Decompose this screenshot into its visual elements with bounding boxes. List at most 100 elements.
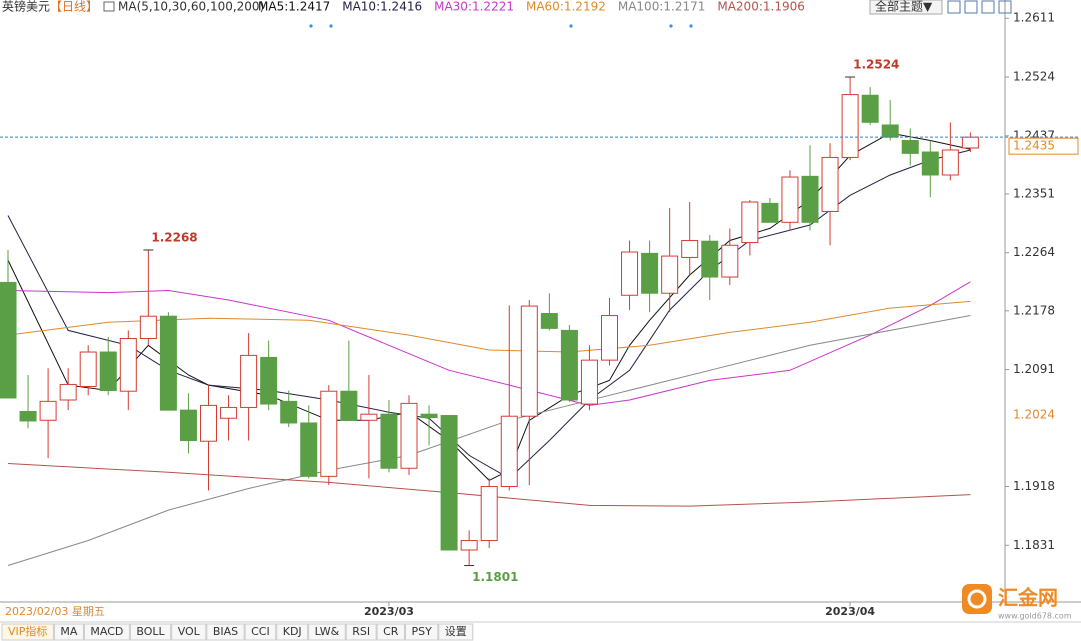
- candle-body: [460, 540, 478, 551]
- candle-body: [901, 140, 919, 154]
- tab-label[interactable]: BIAS: [213, 625, 238, 638]
- candle-body: [0, 281, 17, 399]
- candle-body: [139, 315, 157, 340]
- tab[interactable]: [376, 623, 405, 641]
- candle-body: [200, 404, 217, 442]
- tab[interactable]: [83, 623, 130, 641]
- tab[interactable]: [345, 623, 377, 641]
- tab-label[interactable]: BOLL: [136, 625, 165, 638]
- tab[interactable]: [129, 623, 172, 641]
- candle-body: [881, 124, 899, 138]
- candle-body: [159, 315, 177, 411]
- tab[interactable]: [53, 623, 84, 641]
- x-tick-label: 2023/03: [364, 605, 414, 618]
- theme-button-label[interactable]: 全部主题▼: [875, 0, 933, 14]
- candle-body: [801, 175, 819, 223]
- period: 【日线】: [50, 0, 98, 14]
- y-tick-label: 1.2611: [1013, 11, 1055, 25]
- tab-label[interactable]: CR: [383, 625, 399, 638]
- candle-body: [560, 329, 578, 401]
- y-tick-label: 1.2264: [1013, 245, 1055, 259]
- candle-body: [240, 354, 258, 408]
- legend-entry: MA5:1.2417: [258, 0, 330, 14]
- theme-button[interactable]: [869, 0, 943, 15]
- candle-body: [179, 409, 197, 442]
- candle-body: [500, 415, 518, 487]
- legend-entry: MA100:1.2171: [618, 0, 706, 14]
- candle-body: [480, 485, 498, 542]
- candle-body: [19, 410, 37, 422]
- ma-line: [7, 463, 971, 507]
- ma-icon: [103, 1, 115, 12]
- candle-body: [701, 240, 719, 278]
- y-tick-label: 1.2524: [1013, 70, 1055, 84]
- tab[interactable]: [206, 623, 245, 641]
- legend-entry: MA60:1.2192: [526, 0, 606, 14]
- candle-body: [821, 156, 839, 212]
- candle-body: [320, 390, 338, 477]
- tab-label[interactable]: KDJ: [283, 625, 302, 638]
- current-price-label: 1.2435: [1013, 139, 1055, 153]
- marker-price-label: 1.2024: [1013, 407, 1055, 421]
- current-price-box: [1008, 137, 1079, 155]
- event-dots: [309, 24, 693, 28]
- candle-body: [59, 383, 77, 401]
- legend-entry: MA10:1.2416: [342, 0, 422, 14]
- y-tick-label: 1.2351: [1013, 186, 1055, 200]
- candle-body: [721, 244, 739, 278]
- tab[interactable]: [404, 623, 439, 641]
- candle-body: [260, 356, 278, 405]
- candle-body: [941, 149, 959, 176]
- candle-body: [220, 406, 238, 419]
- toolbar-icons: [947, 0, 1012, 14]
- candle-body: [440, 415, 458, 551]
- tab-label[interactable]: VOL: [178, 625, 201, 638]
- y-tick-label: 1.2091: [1013, 362, 1055, 376]
- extreme-label: 1.2524: [853, 58, 899, 72]
- title: 英镑美元: [2, 0, 50, 14]
- tab-label[interactable]: PSY: [411, 625, 432, 638]
- candle-body: [861, 94, 879, 123]
- candle-body: [580, 359, 598, 405]
- tab[interactable]: [438, 623, 474, 641]
- logo-url: www.gold678.com: [998, 612, 1072, 621]
- tab-label[interactable]: VIP指标: [8, 624, 47, 638]
- logo-text: 汇金网: [998, 586, 1058, 610]
- tab[interactable]: [308, 623, 346, 641]
- tab[interactable]: [276, 623, 309, 641]
- candle-body: [520, 305, 538, 417]
- candle-body: [781, 176, 799, 223]
- tab[interactable]: [171, 623, 207, 641]
- tab-label[interactable]: CCI: [251, 625, 270, 638]
- candle-body: [300, 422, 318, 477]
- candle-body: [681, 240, 699, 258]
- tab[interactable]: [244, 623, 277, 641]
- candle-body: [841, 94, 859, 158]
- tab-label[interactable]: MA: [60, 625, 77, 638]
- candle-body: [601, 315, 618, 361]
- y-tick-label: 1.1918: [1013, 479, 1055, 493]
- extreme-label: 1.1801: [472, 570, 518, 584]
- tab-label[interactable]: MACD: [90, 625, 123, 638]
- logo: 汇金网 www.gold678.com: [962, 584, 1072, 621]
- candle-body: [761, 202, 779, 223]
- candle-body: [741, 201, 759, 244]
- candle-body: [400, 402, 418, 469]
- tab-label[interactable]: LW&: [315, 625, 340, 638]
- candle-body: [961, 136, 979, 149]
- x-tick-label: 2023/04: [825, 605, 875, 618]
- tab[interactable]: [1, 623, 54, 641]
- candle-body: [99, 351, 117, 392]
- candle-body: [79, 351, 97, 387]
- ma-line: [7, 315, 971, 566]
- tab-label[interactable]: RSI: [352, 625, 370, 638]
- legend-entry: MA30:1.2221: [434, 0, 514, 14]
- tab-label[interactable]: 设置: [445, 625, 467, 638]
- y-tick-label: 1.2178: [1013, 303, 1055, 317]
- candle-body: [921, 151, 939, 176]
- candle-body: [661, 255, 679, 294]
- ma-label: MA(5,10,30,60,100,200): [118, 0, 264, 14]
- candle-body: [360, 413, 378, 421]
